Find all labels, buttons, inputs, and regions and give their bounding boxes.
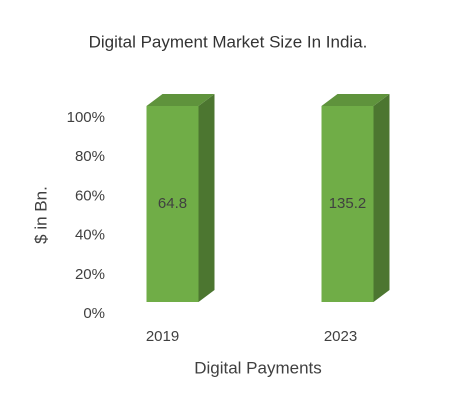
bar-front	[321, 106, 374, 302]
bar-front	[146, 106, 199, 302]
bar-side	[198, 94, 215, 302]
chart-title: Digital Payment Market Size In India.	[89, 32, 368, 51]
x-tick-label: 2019	[146, 328, 179, 345]
bar-side	[373, 94, 390, 302]
y-tick-label: 20%	[75, 266, 105, 283]
y-tick-label: 40%	[75, 227, 105, 244]
bar	[146, 94, 215, 302]
y-tick-label: 100%	[67, 109, 105, 126]
y-tick-label: 0%	[83, 305, 105, 322]
y-axis-title: $ in Bn.	[31, 186, 50, 244]
x-axis-title: Digital Payments	[194, 358, 322, 377]
data-label: 64.8	[158, 195, 187, 212]
bar-top	[321, 94, 390, 106]
bar	[321, 94, 390, 302]
y-tick-label: 80%	[75, 148, 105, 165]
data-label: 135.2	[329, 195, 367, 212]
y-tick-label: 60%	[75, 187, 105, 204]
bar-top	[146, 94, 215, 106]
x-tick-label: 2023	[324, 328, 357, 345]
